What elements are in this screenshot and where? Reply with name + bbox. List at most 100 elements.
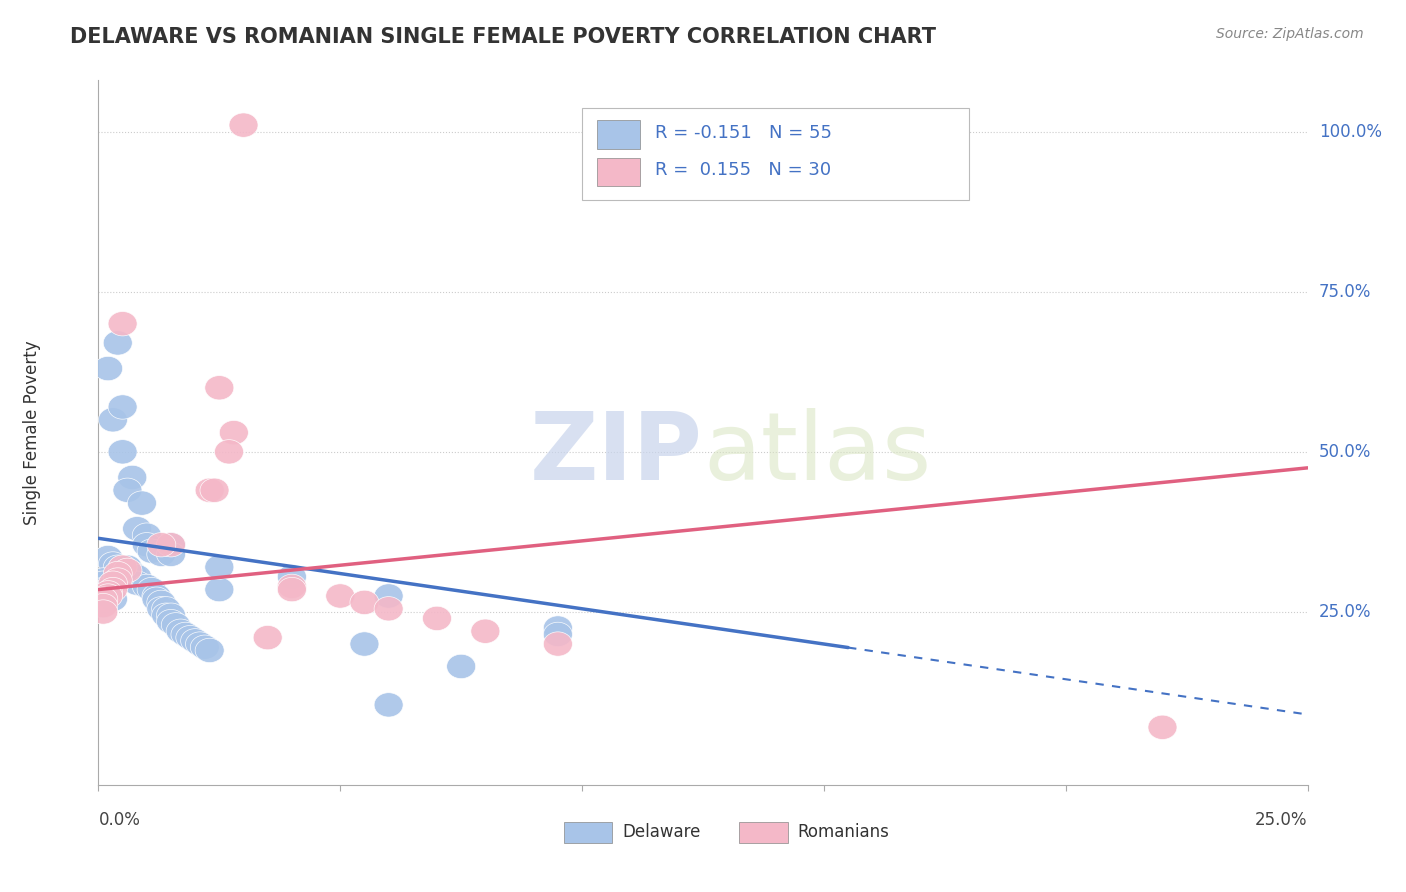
Ellipse shape bbox=[94, 545, 122, 570]
Ellipse shape bbox=[132, 574, 162, 599]
Ellipse shape bbox=[138, 539, 166, 564]
Ellipse shape bbox=[186, 632, 215, 657]
Ellipse shape bbox=[195, 478, 224, 502]
Ellipse shape bbox=[94, 583, 122, 608]
FancyBboxPatch shape bbox=[564, 822, 613, 843]
Ellipse shape bbox=[103, 568, 132, 592]
Ellipse shape bbox=[152, 597, 180, 621]
Ellipse shape bbox=[108, 555, 138, 579]
Ellipse shape bbox=[146, 542, 176, 566]
Ellipse shape bbox=[132, 523, 162, 548]
Ellipse shape bbox=[277, 565, 307, 589]
Ellipse shape bbox=[122, 571, 152, 595]
Text: 100.0%: 100.0% bbox=[1319, 122, 1382, 141]
Ellipse shape bbox=[156, 542, 186, 566]
Ellipse shape bbox=[94, 357, 122, 381]
Ellipse shape bbox=[132, 533, 162, 557]
Ellipse shape bbox=[422, 607, 451, 631]
Ellipse shape bbox=[89, 587, 118, 611]
FancyBboxPatch shape bbox=[740, 822, 787, 843]
Ellipse shape bbox=[205, 577, 233, 602]
Text: Romanians: Romanians bbox=[797, 823, 889, 841]
Ellipse shape bbox=[1147, 715, 1177, 739]
Ellipse shape bbox=[103, 555, 132, 579]
Ellipse shape bbox=[195, 639, 224, 663]
Ellipse shape bbox=[156, 533, 186, 557]
Ellipse shape bbox=[112, 555, 142, 579]
Text: atlas: atlas bbox=[703, 408, 931, 500]
Ellipse shape bbox=[156, 603, 186, 627]
Ellipse shape bbox=[112, 558, 142, 582]
Ellipse shape bbox=[98, 408, 128, 432]
Ellipse shape bbox=[112, 478, 142, 502]
Text: DELAWARE VS ROMANIAN SINGLE FEMALE POVERTY CORRELATION CHART: DELAWARE VS ROMANIAN SINGLE FEMALE POVER… bbox=[70, 27, 936, 46]
Ellipse shape bbox=[277, 577, 307, 602]
Ellipse shape bbox=[122, 565, 152, 589]
Ellipse shape bbox=[190, 635, 219, 659]
Text: 25.0%: 25.0% bbox=[1256, 811, 1308, 829]
Ellipse shape bbox=[205, 376, 233, 400]
Ellipse shape bbox=[200, 478, 229, 502]
Ellipse shape bbox=[94, 581, 122, 605]
Ellipse shape bbox=[152, 603, 180, 627]
Ellipse shape bbox=[89, 571, 118, 595]
Ellipse shape bbox=[89, 593, 118, 618]
Ellipse shape bbox=[89, 599, 118, 624]
Ellipse shape bbox=[543, 615, 572, 640]
Ellipse shape bbox=[350, 632, 380, 657]
Ellipse shape bbox=[89, 568, 118, 592]
Text: R = -0.151   N = 55: R = -0.151 N = 55 bbox=[655, 124, 831, 142]
Ellipse shape bbox=[146, 591, 176, 615]
Ellipse shape bbox=[103, 331, 132, 355]
Ellipse shape bbox=[122, 516, 152, 541]
Ellipse shape bbox=[180, 629, 209, 653]
Ellipse shape bbox=[146, 597, 176, 621]
Ellipse shape bbox=[98, 552, 128, 576]
Ellipse shape bbox=[172, 623, 200, 647]
Text: Delaware: Delaware bbox=[621, 823, 700, 841]
Text: 75.0%: 75.0% bbox=[1319, 283, 1371, 301]
FancyBboxPatch shape bbox=[596, 158, 640, 186]
Ellipse shape bbox=[146, 533, 176, 557]
Ellipse shape bbox=[108, 440, 138, 464]
Ellipse shape bbox=[166, 619, 195, 643]
Text: 25.0%: 25.0% bbox=[1319, 603, 1371, 621]
Ellipse shape bbox=[215, 440, 243, 464]
Ellipse shape bbox=[229, 113, 259, 137]
Ellipse shape bbox=[374, 597, 404, 621]
Ellipse shape bbox=[277, 574, 307, 599]
Ellipse shape bbox=[118, 561, 146, 586]
Ellipse shape bbox=[108, 311, 138, 336]
Ellipse shape bbox=[94, 577, 122, 602]
Text: Single Female Poverty: Single Female Poverty bbox=[22, 341, 41, 524]
Ellipse shape bbox=[447, 654, 475, 679]
Ellipse shape bbox=[350, 591, 380, 615]
Ellipse shape bbox=[374, 693, 404, 717]
FancyBboxPatch shape bbox=[582, 109, 969, 200]
Ellipse shape bbox=[118, 466, 146, 490]
Ellipse shape bbox=[94, 583, 122, 608]
Text: Source: ZipAtlas.com: Source: ZipAtlas.com bbox=[1216, 27, 1364, 41]
Ellipse shape bbox=[128, 491, 156, 516]
Ellipse shape bbox=[103, 561, 132, 586]
Ellipse shape bbox=[176, 625, 205, 649]
FancyBboxPatch shape bbox=[596, 120, 640, 149]
Ellipse shape bbox=[98, 577, 128, 602]
Ellipse shape bbox=[89, 577, 118, 602]
Ellipse shape bbox=[138, 577, 166, 602]
Ellipse shape bbox=[156, 533, 186, 557]
Text: 0.0%: 0.0% bbox=[98, 811, 141, 829]
Ellipse shape bbox=[543, 632, 572, 657]
Ellipse shape bbox=[326, 583, 354, 608]
Ellipse shape bbox=[543, 623, 572, 647]
Ellipse shape bbox=[374, 583, 404, 608]
Ellipse shape bbox=[108, 395, 138, 419]
Text: R =  0.155   N = 30: R = 0.155 N = 30 bbox=[655, 161, 831, 179]
Ellipse shape bbox=[205, 555, 233, 579]
Text: ZIP: ZIP bbox=[530, 408, 703, 500]
Ellipse shape bbox=[471, 619, 501, 643]
Ellipse shape bbox=[98, 571, 128, 595]
Ellipse shape bbox=[156, 609, 186, 634]
Ellipse shape bbox=[98, 587, 128, 611]
Ellipse shape bbox=[253, 625, 283, 649]
